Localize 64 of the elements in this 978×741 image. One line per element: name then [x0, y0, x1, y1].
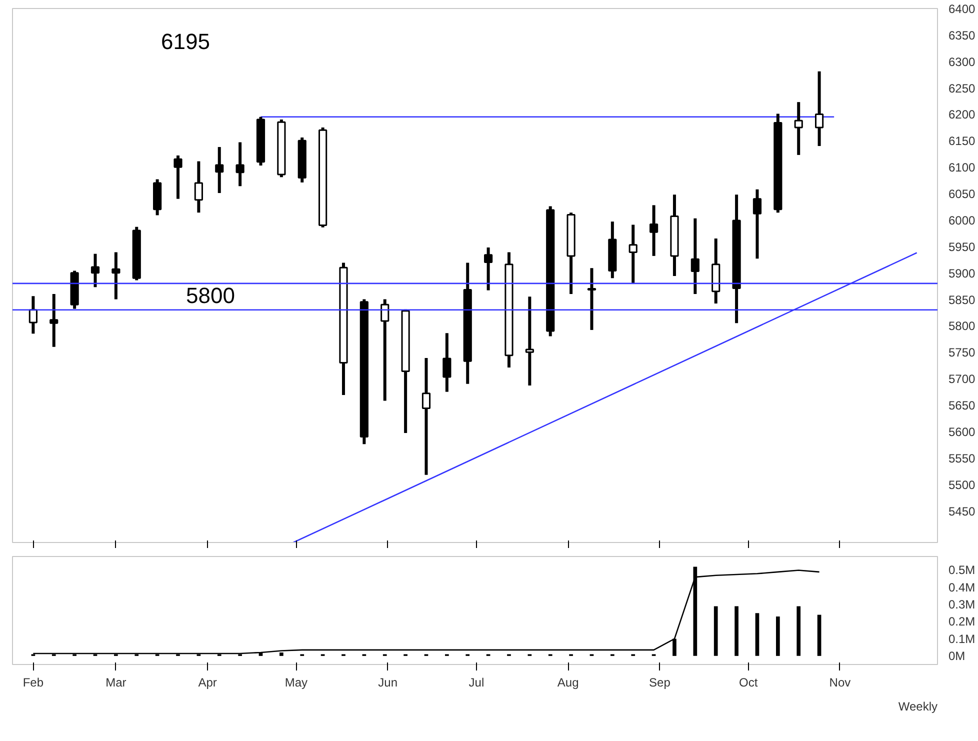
y-tick-label: 6250 [948, 81, 976, 96]
y-tick-label: 5500 [948, 478, 976, 492]
candlestick [525, 296, 534, 386]
bar [817, 614, 822, 656]
candlestick [587, 268, 596, 330]
candlestick [50, 294, 58, 347]
y-tick-label: 5600 [948, 424, 976, 439]
y-tick-label: 5450 [948, 504, 976, 518]
y-tick-label: 0.1M [948, 632, 976, 646]
x-tick-label: Sep [649, 676, 671, 690]
annotation: 5800 [186, 282, 235, 308]
candlestick [174, 155, 182, 199]
candlestick [814, 71, 824, 146]
x-tick-label: Jul [468, 676, 484, 690]
candlestick [215, 147, 224, 194]
y-tick-label: 5800 [948, 319, 976, 334]
candlestick [422, 358, 431, 475]
candlestick [484, 247, 493, 290]
y-tick-label: 5750 [948, 346, 976, 360]
y-tick-label: 0.2M [948, 614, 976, 629]
x-tick-label: Aug [557, 676, 579, 690]
y-tick-label: 0M [948, 648, 966, 663]
candlestick [112, 252, 120, 300]
y-tick-label: 6100 [948, 160, 976, 175]
y-tick-label: 5550 [948, 451, 976, 466]
bar [796, 606, 801, 656]
bar [734, 606, 738, 656]
y-tick-label: 0.3M [948, 598, 976, 612]
candlestick [690, 218, 700, 294]
y-tick-label: 6000 [948, 213, 976, 228]
y-tick-label: 5700 [948, 372, 976, 386]
candlestick [194, 161, 203, 213]
candlestick [442, 333, 452, 392]
bar [755, 613, 760, 656]
x-tick-label: Oct [739, 676, 758, 690]
y-tick-label: 5950 [948, 240, 976, 254]
candlestick [28, 296, 38, 334]
x-tick-label: May [284, 676, 308, 690]
y-tick-label: 5850 [948, 292, 976, 307]
candlestick [236, 142, 244, 186]
x-tick-label: Nov [829, 676, 851, 690]
bar [714, 606, 718, 656]
y-tick-label: 6300 [948, 54, 976, 69]
x-tick-label: Feb [22, 676, 44, 690]
candlestick [752, 189, 762, 259]
x-tick-label: Jun [378, 676, 398, 690]
y-tick-label: 5650 [948, 398, 976, 413]
x-tick-label: Mar [106, 676, 126, 690]
y-tick-label: 6150 [948, 134, 976, 148]
annotation: 6195 [161, 29, 210, 54]
y-tick-label: 0.5M [948, 563, 976, 578]
text: Weekly [898, 700, 938, 714]
y-tick-label: 6400 [948, 2, 976, 16]
y-tick-label: 6350 [948, 28, 976, 42]
bar [776, 616, 780, 656]
y-tick-label: 5900 [948, 266, 976, 280]
x-tick-label: Apr [198, 676, 217, 690]
y-tick-label: 0.4M [948, 580, 976, 594]
candlestick [794, 102, 803, 155]
candlestick [90, 254, 100, 288]
candlestick [650, 205, 658, 256]
candlestick [628, 224, 638, 283]
y-tick-label: 6200 [948, 108, 976, 122]
y-tick-label: 6050 [948, 187, 976, 202]
